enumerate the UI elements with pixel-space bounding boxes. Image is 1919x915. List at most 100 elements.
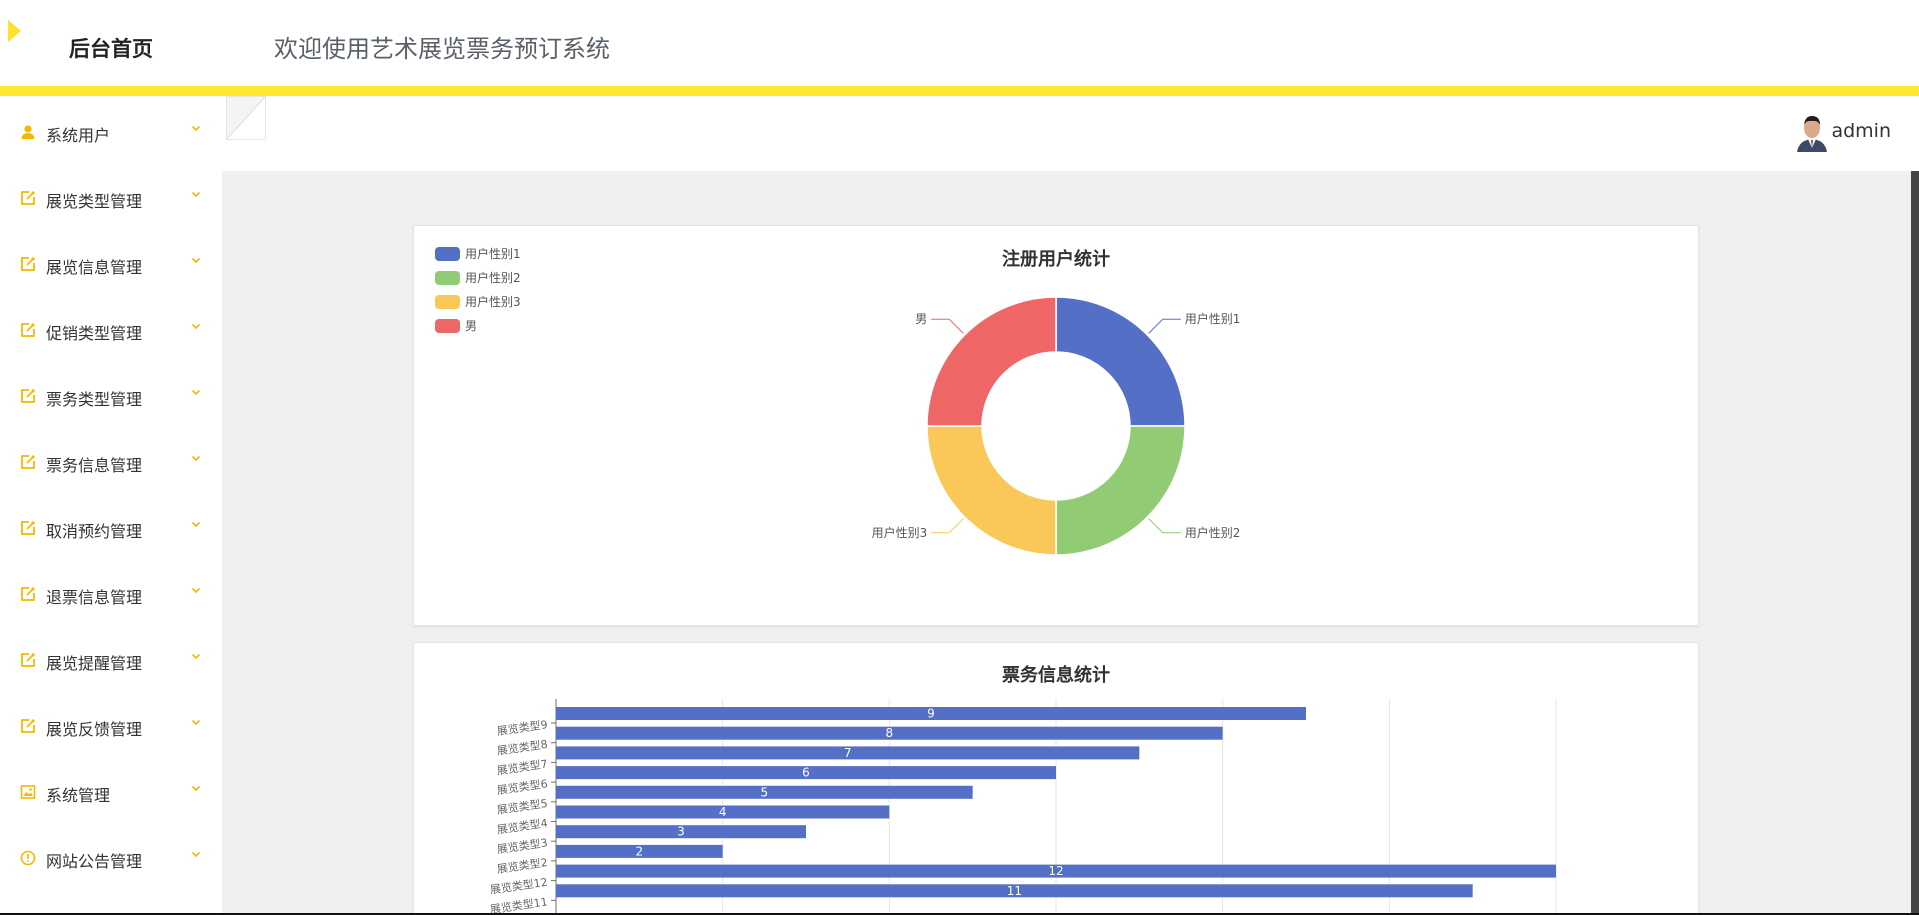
collapse-triangle-icon[interactable] bbox=[8, 20, 21, 42]
sidebar-item[interactable]: 票务类型管理 bbox=[0, 364, 222, 430]
chevron-down-icon[interactable] bbox=[190, 716, 202, 728]
legend-label[interactable]: 用户性别1 bbox=[465, 246, 521, 261]
bar-value-label: 11 bbox=[1007, 884, 1022, 898]
bottom-border bbox=[0, 913, 1919, 915]
y-tick-label: 展览类型9 bbox=[496, 717, 548, 738]
y-tick-label: 展览类型5 bbox=[496, 796, 548, 817]
sidebar-item[interactable]: 展览提醒管理 bbox=[0, 628, 222, 694]
y-tick-label: 展览类型3 bbox=[496, 835, 548, 856]
bar-value-label: 2 bbox=[636, 844, 644, 858]
bar-value-label: 8 bbox=[886, 726, 894, 740]
sidebar-item[interactable]: 取消预约管理 bbox=[0, 496, 222, 562]
sidebar-item[interactable]: 系统管理 bbox=[0, 760, 222, 826]
avatar[interactable] bbox=[1793, 112, 1831, 152]
image-icon bbox=[20, 785, 36, 799]
welcome-text: 欢迎使用艺术展览票务预订系统 bbox=[274, 35, 610, 63]
ticket-stats-card: 票务信息统计 9 展览类型9 8 展览类型8 7 展览类型7 6 展览类型6 5 展览类型5 4 展览… bbox=[413, 642, 1699, 915]
sidebar-item[interactable]: 展览类型管理 bbox=[0, 166, 222, 232]
bar[interactable] bbox=[556, 746, 1140, 760]
bar[interactable] bbox=[556, 766, 1056, 780]
sidebar-item-label: 退票信息管理 bbox=[46, 588, 143, 607]
pie-slice[interactable] bbox=[926, 296, 1057, 427]
sidebar-item-label: 展览提醒管理 bbox=[46, 654, 143, 673]
sidebar-item-label: 展览反馈管理 bbox=[46, 720, 143, 739]
edit-icon bbox=[21, 719, 35, 733]
pie-leader-line bbox=[1148, 318, 1181, 334]
sidebar-item-label: 展览信息管理 bbox=[46, 258, 143, 277]
scrollbar[interactable] bbox=[1911, 171, 1919, 915]
sidebar-item-label: 票务信息管理 bbox=[46, 456, 143, 475]
username[interactable]: admin bbox=[1831, 120, 1891, 142]
pie-slice[interactable] bbox=[1055, 425, 1186, 556]
y-tick-label: 展览类型6 bbox=[496, 776, 548, 797]
edit-icon bbox=[21, 323, 35, 337]
sidebar-item[interactable]: 票务信息管理 bbox=[0, 430, 222, 496]
edit-icon bbox=[21, 587, 35, 601]
pie-chart-title: 注册用户统计 bbox=[1002, 249, 1110, 270]
legend-swatch[interactable] bbox=[435, 295, 460, 309]
pie-leader-line bbox=[931, 318, 964, 334]
bar-value-label: 7 bbox=[844, 746, 852, 760]
pie-slice[interactable] bbox=[926, 425, 1057, 556]
bar[interactable] bbox=[556, 864, 1556, 878]
legend-label[interactable]: 用户性别2 bbox=[465, 270, 521, 285]
chevron-down-icon[interactable] bbox=[190, 320, 202, 332]
y-tick-label: 展览类型2 bbox=[496, 855, 548, 876]
sidebar-item-label: 展览类型管理 bbox=[46, 192, 143, 211]
bar-value-label: 6 bbox=[802, 766, 810, 780]
sidebar-item-label: 取消预约管理 bbox=[46, 522, 143, 541]
y-tick-label: 展览类型12 bbox=[489, 875, 548, 897]
bar-chart: 9 展览类型9 8 展览类型8 7 展览类型7 6 展览类型6 5 展览类型5 4 展览类型4 3 展览类… bbox=[489, 699, 1557, 915]
bar[interactable] bbox=[556, 844, 723, 858]
bar[interactable] bbox=[556, 805, 890, 819]
bar[interactable] bbox=[556, 726, 1223, 740]
bar[interactable] bbox=[556, 884, 1473, 898]
chevron-down-icon[interactable] bbox=[190, 848, 202, 860]
bar-value-label: 4 bbox=[719, 805, 727, 819]
pie-label: 男 bbox=[915, 312, 927, 326]
logo-area: 后台首页 bbox=[0, 0, 222, 96]
bar[interactable] bbox=[556, 785, 973, 799]
pie-label: 用户性别3 bbox=[872, 525, 928, 540]
edit-icon bbox=[21, 653, 35, 667]
bar[interactable] bbox=[556, 825, 806, 839]
home-title[interactable]: 后台首页 bbox=[69, 37, 153, 61]
sidebar-item[interactable]: 退票信息管理 bbox=[0, 562, 222, 628]
edit-icon bbox=[21, 389, 35, 403]
sidebar-item[interactable]: 促销类型管理 bbox=[0, 298, 222, 364]
bar[interactable] bbox=[556, 707, 1306, 720]
legend-label[interactable]: 用户性别3 bbox=[465, 294, 521, 309]
chevron-down-icon[interactable] bbox=[190, 452, 202, 464]
edit-icon bbox=[21, 521, 35, 535]
edit-icon bbox=[21, 257, 35, 271]
legend-swatch[interactable] bbox=[435, 247, 460, 261]
sidebar-menu: 系统用户展览类型管理 展览信息管理促销类型管理 票务类型管理票务信息管理 取消预约管理… bbox=[0, 100, 222, 892]
page-fold-icon[interactable] bbox=[226, 96, 266, 140]
user-menu[interactable]: admin bbox=[1751, 112, 1891, 152]
toolbar: admin bbox=[222, 96, 1919, 171]
pie-slice[interactable] bbox=[1055, 296, 1186, 427]
chevron-down-icon[interactable] bbox=[190, 122, 202, 134]
sidebar-item[interactable]: 网站公告管理 bbox=[0, 826, 222, 892]
info-icon bbox=[20, 850, 36, 866]
sidebar-item-label: 系统用户 bbox=[46, 126, 111, 145]
sidebar-item[interactable]: 展览反馈管理 bbox=[0, 694, 222, 760]
legend-swatch[interactable] bbox=[435, 319, 460, 333]
pie-leader-line bbox=[1148, 518, 1181, 534]
main-content: 注册用户统计 用户性别1 用户性别2 用户性别3 男用户性别1 用户性别2 用户性别3 男 … bbox=[222, 171, 1919, 915]
sidebar-item[interactable]: 展览信息管理 bbox=[0, 232, 222, 298]
chevron-down-icon[interactable] bbox=[190, 518, 202, 530]
chevron-down-icon[interactable] bbox=[190, 584, 202, 596]
chevron-down-icon[interactable] bbox=[190, 650, 202, 662]
pie-label: 用户性别2 bbox=[1185, 525, 1241, 540]
header: 欢迎使用艺术展览票务预订系统 bbox=[222, 0, 1919, 96]
sidebar: 后台首页 系统用户展览类型管理 展览信息管理促销类型管理 票务类型管理票务信息管理取… bbox=[0, 0, 223, 915]
sidebar-item[interactable]: 系统用户 bbox=[0, 100, 222, 166]
legend-label[interactable]: 男 bbox=[465, 319, 477, 333]
chevron-down-icon[interactable] bbox=[190, 782, 202, 794]
legend-swatch[interactable] bbox=[435, 271, 460, 285]
chevron-down-icon[interactable] bbox=[190, 254, 202, 266]
user-stats-card: 注册用户统计 用户性别1 用户性别2 用户性别3 男 用户性别1 用户性别2 用户性别3 男 bbox=[413, 225, 1699, 626]
chevron-down-icon[interactable] bbox=[190, 386, 202, 398]
chevron-down-icon[interactable] bbox=[190, 188, 202, 200]
